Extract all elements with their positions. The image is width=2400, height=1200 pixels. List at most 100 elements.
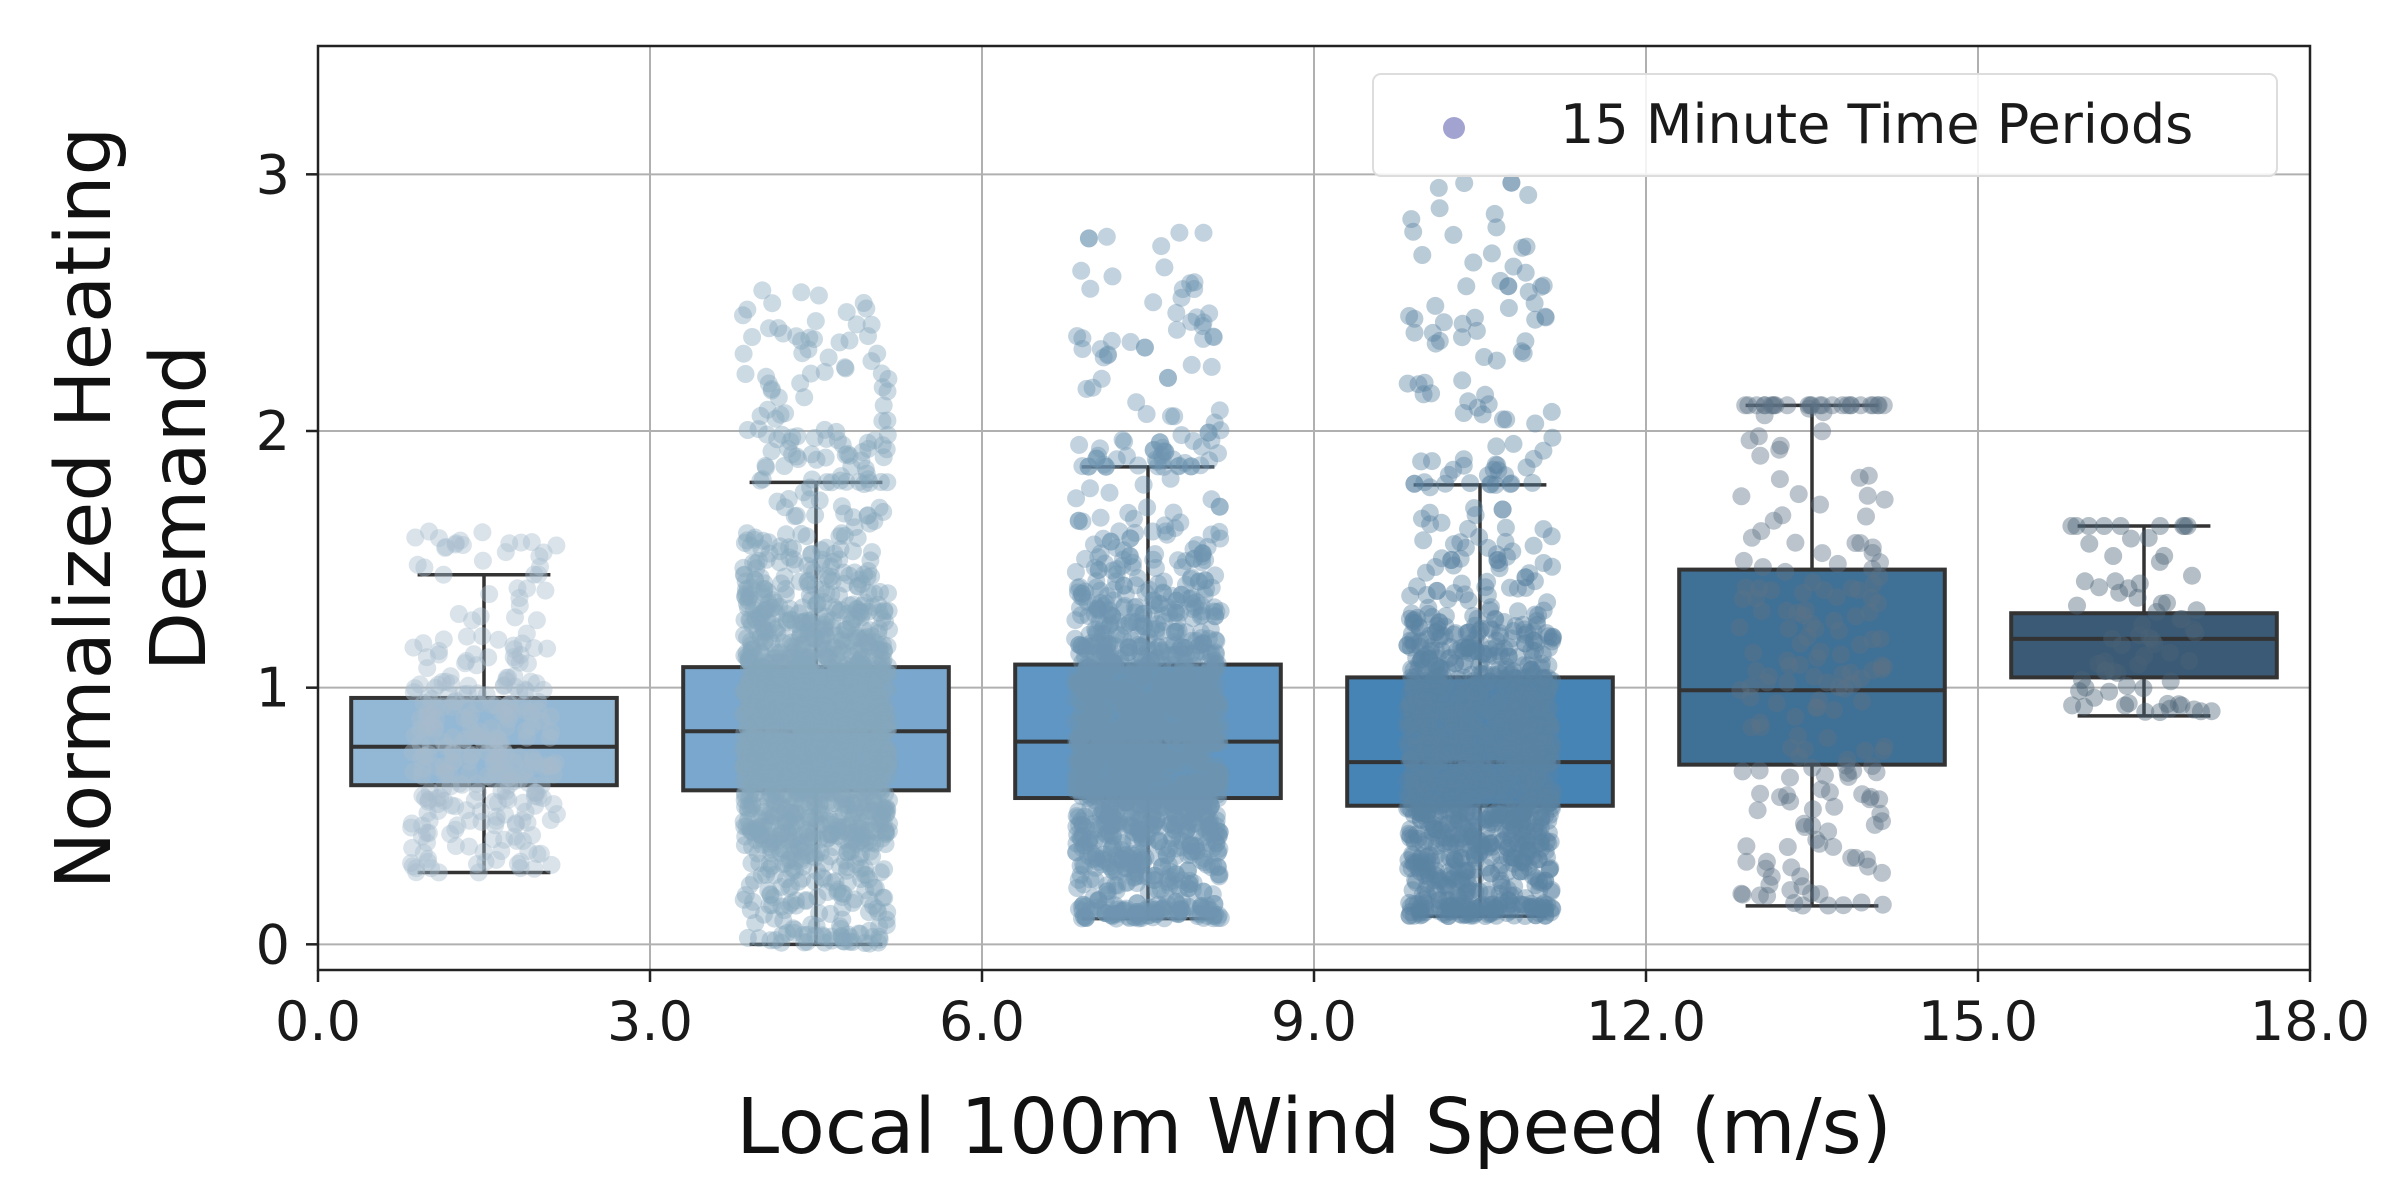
data-point (419, 745, 438, 764)
data-point (833, 928, 852, 947)
data-point (828, 736, 847, 755)
data-point (832, 920, 850, 938)
data-point (485, 792, 503, 811)
data-point (744, 734, 763, 753)
data-point (1208, 857, 1227, 876)
data-point (547, 805, 566, 824)
data-point (1080, 765, 1098, 784)
data-point (877, 804, 896, 822)
data-point (1210, 497, 1229, 516)
data-point (1445, 850, 1464, 869)
data-point (749, 730, 768, 749)
data-point (410, 675, 429, 694)
data-point (404, 638, 423, 657)
data-point (417, 719, 436, 738)
data-point (495, 676, 513, 695)
data-point (444, 744, 463, 763)
data-point (871, 583, 889, 601)
data-point (839, 816, 858, 835)
data-point (1137, 405, 1156, 423)
data-point (832, 714, 851, 733)
data-point (743, 793, 762, 812)
data-point (436, 538, 455, 557)
data-point (869, 664, 888, 683)
data-point (768, 624, 787, 643)
data-point (1146, 545, 1165, 564)
data-point (413, 766, 432, 785)
data-point (518, 654, 537, 673)
data-point (780, 812, 799, 831)
data-point (741, 744, 760, 762)
data-point (1488, 551, 1507, 570)
data-point (853, 767, 872, 786)
data-point (829, 822, 848, 841)
data-point (473, 551, 492, 570)
data-point (1417, 563, 1435, 582)
data-point (746, 528, 764, 547)
data-point (517, 702, 536, 721)
data-point (831, 917, 849, 936)
data-point (1430, 891, 1449, 910)
data-point (429, 863, 448, 882)
data-point (857, 866, 876, 885)
data-point (411, 709, 430, 728)
data-point (751, 604, 770, 623)
data-point (803, 712, 822, 731)
data-point (411, 734, 430, 753)
data-point (855, 475, 873, 493)
data-point (790, 654, 809, 673)
data-point (766, 643, 785, 662)
data-point (786, 852, 805, 871)
data-point (771, 711, 790, 730)
data-point (848, 735, 867, 754)
data-point (1425, 671, 1444, 690)
data-point (757, 425, 776, 444)
data-point (865, 766, 884, 785)
data-point (1446, 705, 1465, 723)
data-point (499, 702, 518, 721)
data-point (532, 712, 551, 730)
data-point (758, 778, 777, 797)
data-point (800, 586, 819, 605)
data-point (828, 880, 847, 899)
data-point (860, 903, 878, 922)
data-point (1204, 327, 1223, 346)
data-point (859, 769, 878, 788)
data-point (755, 700, 774, 719)
data-point (786, 615, 805, 634)
data-point (1504, 257, 1523, 276)
data-point (851, 603, 870, 622)
data-point (749, 552, 768, 570)
data-point (792, 728, 811, 747)
data-point (1068, 327, 1087, 346)
data-point (734, 681, 753, 700)
data-point (787, 447, 806, 466)
data-point (1411, 803, 1430, 822)
data-point (797, 891, 816, 909)
data-point (761, 805, 779, 824)
data-point (1202, 357, 1221, 376)
data-point (522, 704, 541, 723)
data-point (782, 818, 801, 837)
data-point (488, 794, 507, 812)
data-point (745, 648, 764, 667)
data-point (849, 924, 868, 943)
data-point (738, 698, 757, 717)
data-point (774, 825, 793, 843)
data-point (448, 816, 467, 835)
data-point (818, 663, 837, 682)
data-point (804, 831, 823, 850)
data-point (839, 735, 858, 753)
data-point (489, 630, 508, 649)
data-point (534, 543, 553, 562)
data-point (1453, 371, 1472, 390)
data-point (792, 794, 811, 813)
data-point (478, 743, 497, 762)
data-point (413, 786, 432, 805)
data-point (1499, 891, 1518, 910)
data-point (802, 545, 821, 564)
data-point (792, 732, 811, 751)
data-point (776, 813, 795, 832)
data-point (788, 746, 807, 765)
data-point (783, 428, 802, 447)
